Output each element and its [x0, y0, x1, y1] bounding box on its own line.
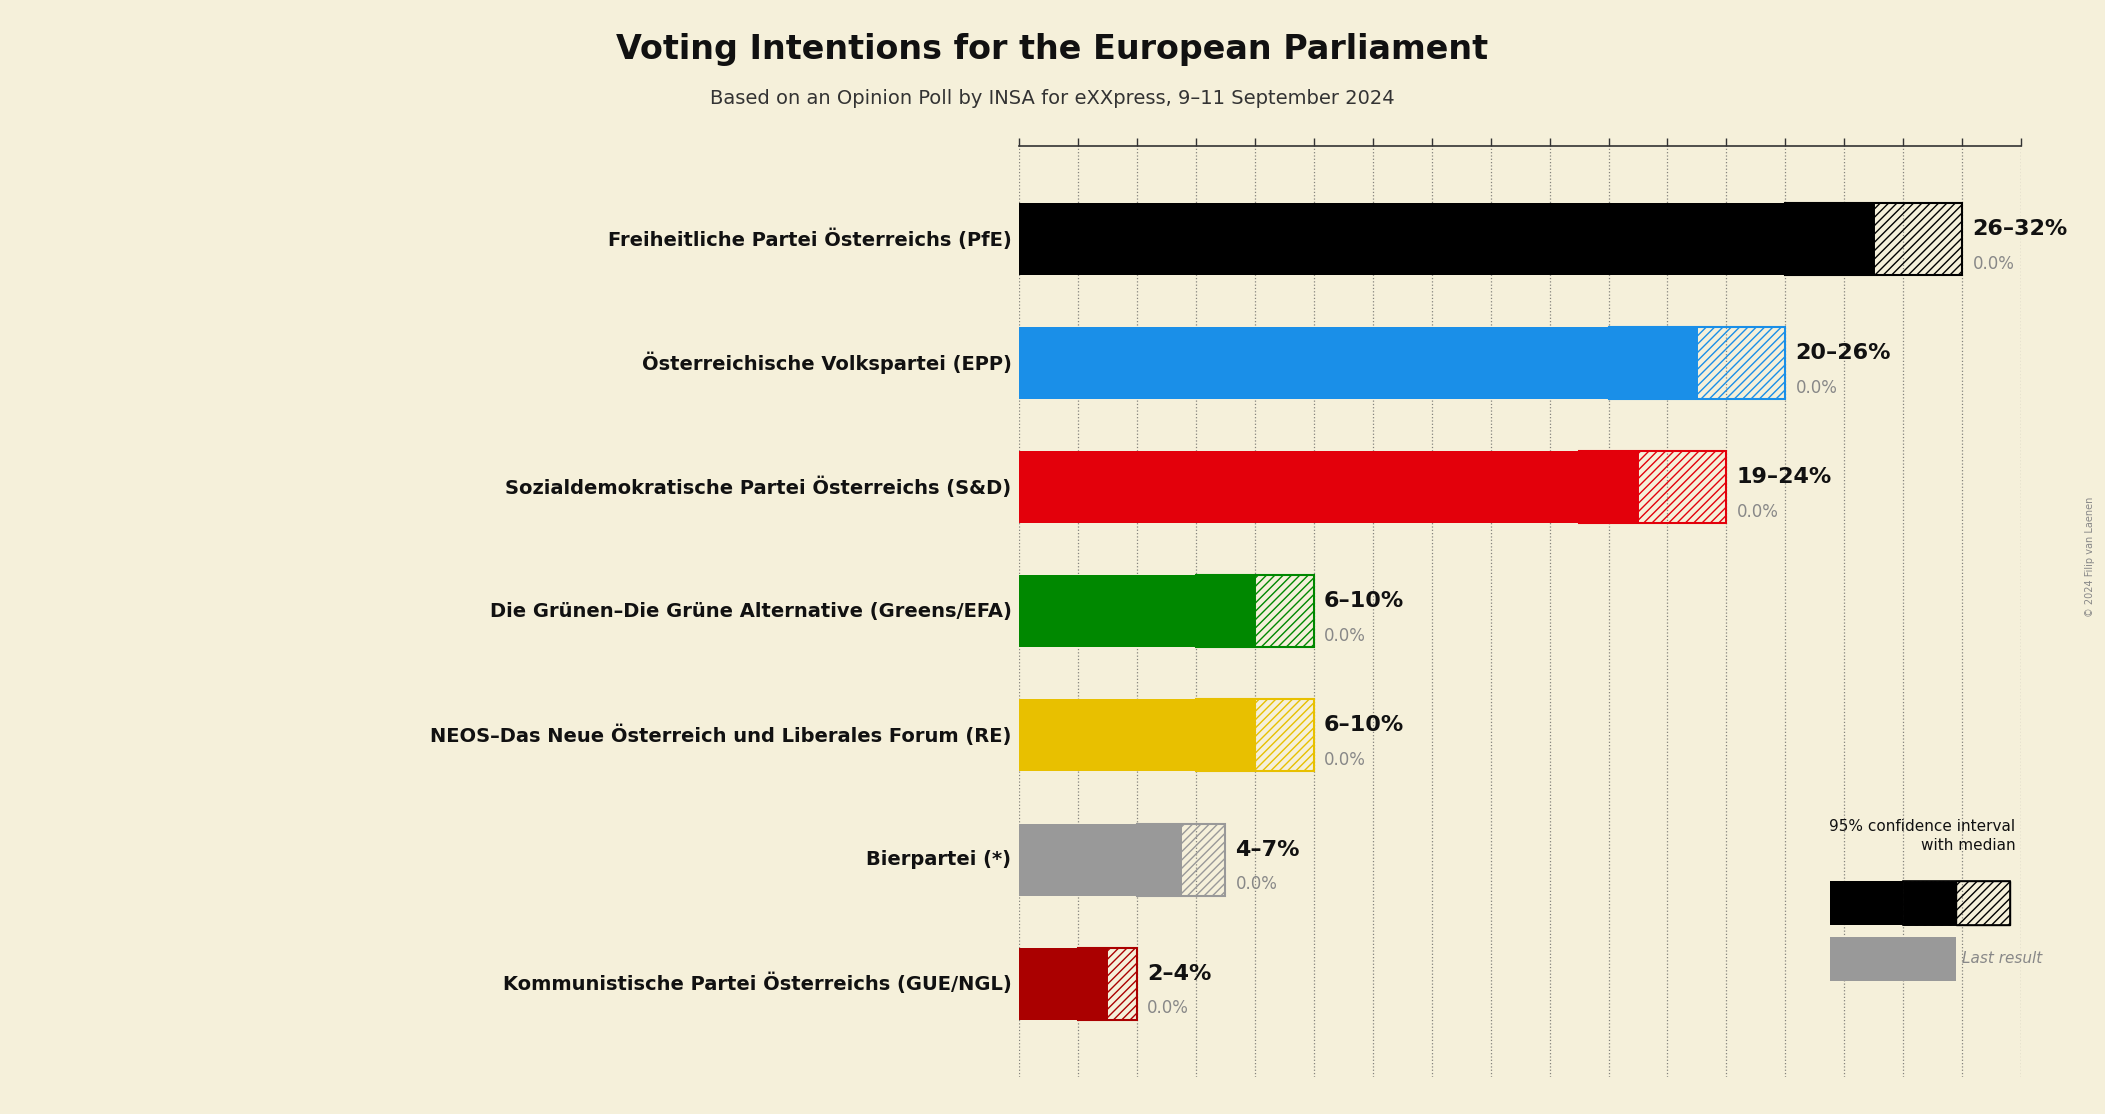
Bar	[1078, 948, 1137, 1019]
Bar	[1137, 823, 1181, 896]
Bar	[1137, 823, 1225, 896]
Bar	[1829, 881, 1903, 925]
Text: 6–10%: 6–10%	[1324, 715, 1404, 735]
Bar	[1196, 575, 1255, 647]
Bar	[1873, 203, 1962, 275]
Text: 19–24%: 19–24%	[1737, 467, 1831, 487]
Text: Based on an Opinion Poll by INSA for eXXpress, 9–11 September 2024: Based on an Opinion Poll by INSA for eXX…	[709, 89, 1396, 108]
Bar	[1196, 575, 1314, 647]
Bar	[1019, 700, 1196, 771]
Bar	[1608, 328, 1785, 399]
Bar	[1956, 881, 2010, 925]
Bar	[1638, 451, 1726, 524]
Text: 6–10%: 6–10%	[1324, 592, 1404, 612]
Text: Kommunistische Partei Österreichs (GUE/NGL): Kommunistische Partei Österreichs (GUE/N…	[503, 973, 1013, 995]
Text: © 2024 Filip van Laenen: © 2024 Filip van Laenen	[2086, 497, 2094, 617]
Text: 26–32%: 26–32%	[1972, 219, 2067, 240]
Text: 0.0%: 0.0%	[1147, 999, 1189, 1017]
Bar	[1903, 881, 1956, 925]
Bar	[1785, 203, 1962, 275]
Text: Freiheitliche Partei Österreichs (PfE): Freiheitliche Partei Österreichs (PfE)	[608, 228, 1013, 250]
Bar	[1019, 948, 1078, 1019]
Bar	[1829, 937, 1956, 980]
Bar	[1608, 328, 1697, 399]
Bar	[1019, 451, 1579, 524]
Text: Voting Intentions for the European Parliament: Voting Intentions for the European Parli…	[617, 33, 1488, 67]
Bar	[1019, 575, 1196, 647]
Text: Last result: Last result	[1962, 951, 2042, 966]
Bar	[1196, 700, 1314, 771]
Bar	[1019, 823, 1137, 896]
Bar	[1697, 328, 1785, 399]
Text: 0.0%: 0.0%	[1236, 876, 1278, 893]
Text: 0.0%: 0.0%	[1796, 379, 1838, 397]
Bar	[1579, 451, 1726, 524]
Text: Österreichische Volkspartei (EPP): Österreichische Volkspartei (EPP)	[642, 352, 1013, 374]
Text: Die Grünen–Die Grüne Alternative (Greens/EFA): Die Grünen–Die Grüne Alternative (Greens…	[490, 602, 1013, 620]
Bar	[1181, 823, 1225, 896]
Text: 20–26%: 20–26%	[1796, 343, 1890, 363]
Text: 2–4%: 2–4%	[1147, 964, 1212, 984]
Text: Sozialdemokratische Partei Österreichs (S&D): Sozialdemokratische Partei Österreichs (…	[505, 477, 1013, 498]
Bar	[1255, 575, 1314, 647]
Bar	[1078, 948, 1107, 1019]
Bar	[1107, 948, 1137, 1019]
Bar	[1785, 203, 1873, 275]
Bar	[1579, 451, 1638, 524]
Bar	[1196, 700, 1255, 771]
Text: Bierpartei (*): Bierpartei (*)	[867, 850, 1013, 869]
Text: 95% confidence interval
with median: 95% confidence interval with median	[1829, 819, 2014, 853]
Bar	[1019, 203, 1785, 275]
Text: 0.0%: 0.0%	[1972, 255, 2014, 273]
Text: 0.0%: 0.0%	[1324, 751, 1366, 770]
Text: 0.0%: 0.0%	[1324, 627, 1366, 645]
Text: 0.0%: 0.0%	[1737, 504, 1779, 521]
Text: NEOS–Das Neue Österreich und Liberales Forum (RE): NEOS–Das Neue Österreich und Liberales F…	[429, 725, 1013, 746]
Bar	[1255, 700, 1314, 771]
Text: 4–7%: 4–7%	[1236, 840, 1301, 860]
Bar	[1903, 881, 2010, 925]
Bar	[1019, 328, 1608, 399]
